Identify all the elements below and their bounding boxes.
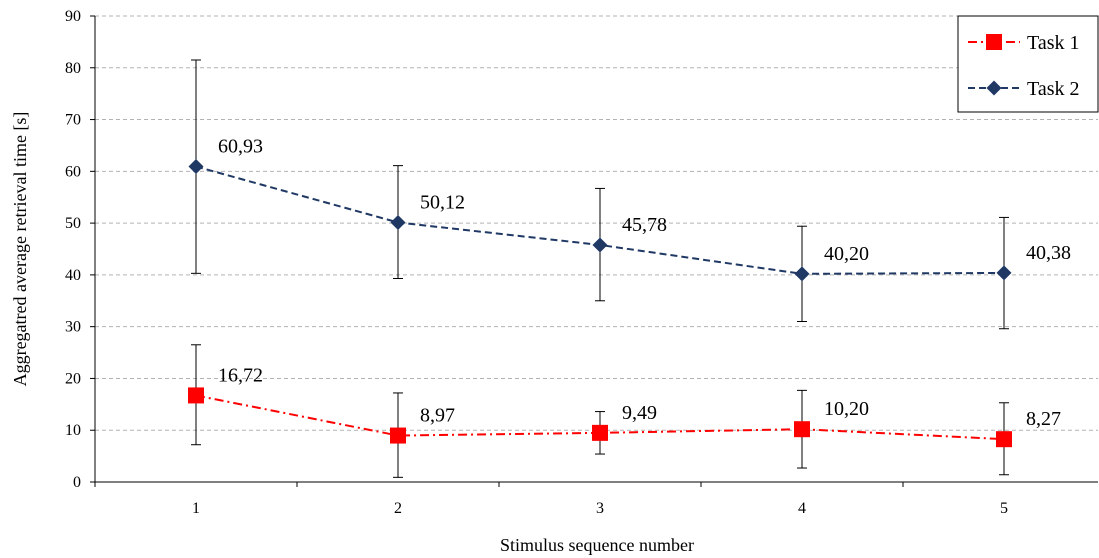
axes bbox=[90, 15, 1098, 487]
data-label: 40,38 bbox=[1026, 242, 1071, 264]
y-tick-label: 50 bbox=[65, 215, 81, 232]
data-point-marker bbox=[996, 265, 1012, 281]
data-label: 8,27 bbox=[1026, 408, 1061, 430]
y-tick-label: 0 bbox=[73, 474, 81, 491]
data-label: 45,78 bbox=[622, 214, 667, 236]
legend-marker bbox=[986, 80, 1002, 96]
data-point-marker bbox=[592, 424, 608, 441]
data-label: 50,12 bbox=[420, 191, 465, 213]
legend-entry-label: Task 1 bbox=[1027, 32, 1079, 54]
y-tick-label: 10 bbox=[65, 422, 81, 439]
x-tick-label: 3 bbox=[596, 500, 604, 517]
y-tick-label: 90 bbox=[65, 8, 81, 25]
gridlines bbox=[95, 15, 1098, 431]
data-point-marker bbox=[794, 421, 810, 438]
error-bars bbox=[191, 59, 1009, 478]
data-point-marker bbox=[188, 159, 204, 175]
legend-box bbox=[957, 15, 1099, 113]
y-tick-label: 20 bbox=[65, 370, 81, 387]
tick-labels: 0 10 20 30 40 50 60 70 80 90 1 2 3 4 5 bbox=[65, 8, 1008, 517]
data-point-marker bbox=[390, 427, 406, 444]
x-tick-label: 2 bbox=[394, 500, 402, 517]
data-label: 9,49 bbox=[622, 402, 657, 424]
data-label: 8,97 bbox=[420, 405, 455, 427]
data-point-marker bbox=[390, 214, 406, 230]
x-tick-label: 4 bbox=[798, 500, 806, 517]
legend-marker bbox=[986, 34, 1002, 50]
y-axis-title: Aggregatred average retrieval time [s] bbox=[10, 112, 30, 387]
legend: Task 1 Task 2 bbox=[957, 15, 1099, 113]
series-markers bbox=[188, 159, 1012, 448]
data-point-marker bbox=[188, 387, 204, 404]
data-point-marker bbox=[996, 431, 1012, 448]
data-label: 10,20 bbox=[824, 398, 869, 420]
data-point-marker bbox=[794, 266, 810, 282]
y-tick-label: 30 bbox=[65, 319, 81, 336]
x-tick-label: 5 bbox=[1000, 500, 1008, 517]
y-tick-label: 40 bbox=[65, 267, 81, 284]
y-tick-label: 80 bbox=[65, 60, 81, 77]
data-point-marker bbox=[592, 237, 608, 253]
x-axis-title: Stimulus sequence number bbox=[500, 535, 694, 555]
x-tick-label: 1 bbox=[192, 500, 200, 517]
data-label: 60,93 bbox=[218, 136, 263, 158]
y-tick-label: 60 bbox=[65, 163, 81, 180]
data-label: 16,72 bbox=[218, 364, 263, 386]
legend-entry-label: Task 2 bbox=[1027, 78, 1079, 100]
data-label: 40,20 bbox=[824, 243, 869, 265]
data-labels: 16,72 8,97 9,49 10,20 8,27 60,93 50,12 45,78 40,… bbox=[218, 136, 1071, 431]
y-tick-label: 70 bbox=[65, 112, 81, 129]
